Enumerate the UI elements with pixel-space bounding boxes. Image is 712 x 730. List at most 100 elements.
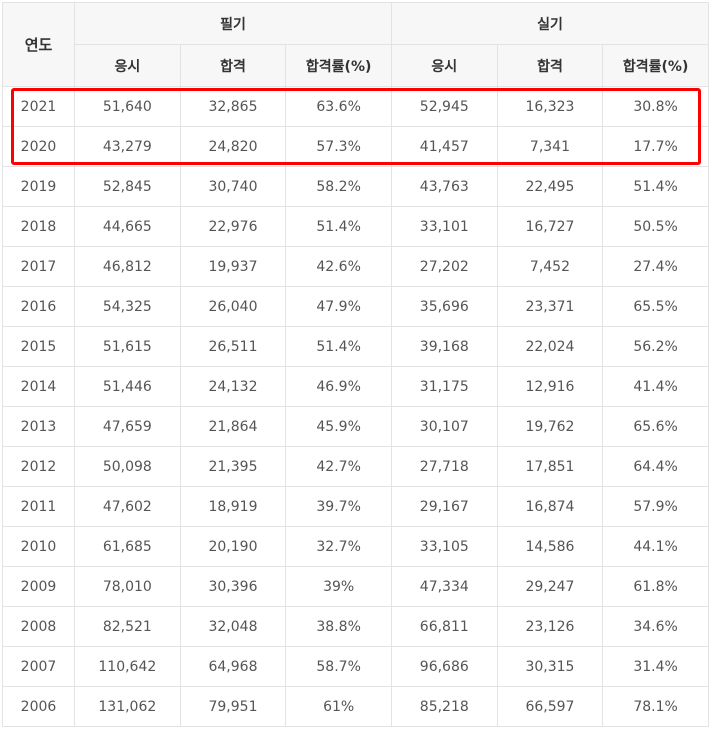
practical-passed-header: 합격 bbox=[496, 44, 604, 87]
practical-pass-rate-cell: 57.9% bbox=[602, 486, 709, 527]
written-passed-cell: 20,190 bbox=[179, 526, 287, 567]
written-pass-rate-cell: 46.9% bbox=[285, 366, 392, 407]
practical-applicants-cell: 39,168 bbox=[390, 326, 498, 367]
written-passed-cell: 30,396 bbox=[179, 566, 287, 607]
written-passed-cell: 26,511 bbox=[179, 326, 287, 367]
practical-applicants-cell: 35,696 bbox=[390, 286, 498, 327]
table-row: 2006 131,062 79,951 61% 85,218 66,597 78.1% bbox=[2, 686, 709, 727]
written-applicants-cell: 51,640 bbox=[74, 86, 181, 127]
written-pass-rate-cell: 58.7% bbox=[285, 646, 392, 687]
practical-applicants-cell: 30,107 bbox=[390, 406, 498, 447]
written-applicants-cell: 51,446 bbox=[74, 366, 181, 407]
practical-pass-rate-cell: 41.4% bbox=[602, 366, 709, 407]
practical-applicants-cell: 96,686 bbox=[390, 646, 498, 687]
table-row: 2014 51,446 24,132 46.9% 31,175 12,916 41.4% bbox=[2, 366, 709, 407]
written-passed-cell: 26,040 bbox=[179, 286, 287, 327]
year-cell: 2008 bbox=[2, 606, 75, 647]
year-cell: 2006 bbox=[2, 686, 75, 727]
year-cell: 2020 bbox=[2, 126, 75, 167]
practical-passed-cell: 16,874 bbox=[496, 486, 604, 527]
written-pass-rate-cell: 61% bbox=[285, 686, 392, 727]
table-row: 2017 46,812 19,937 42.6% 27,202 7,452 27.4% bbox=[2, 246, 709, 287]
practical-pass-rate-cell: 31.4% bbox=[602, 646, 709, 687]
year-cell: 2016 bbox=[2, 286, 75, 327]
year-cell: 2015 bbox=[2, 326, 75, 367]
practical-applicants-cell: 52,945 bbox=[390, 86, 498, 127]
written-passed-cell: 30,740 bbox=[179, 166, 287, 207]
practical-applicants-header: 응시 bbox=[390, 44, 498, 87]
practical-pass-rate-cell: 50.5% bbox=[602, 206, 709, 247]
practical-pass-rate-cell: 65.6% bbox=[602, 406, 709, 447]
written-pass-rate-cell: 51.4% bbox=[285, 206, 392, 247]
practical-pass-rate-cell: 51.4% bbox=[602, 166, 709, 207]
year-header: 연도 bbox=[2, 2, 75, 87]
table-row: 2016 54,325 26,040 47.9% 35,696 23,371 65.5% bbox=[2, 286, 709, 327]
year-cell: 2012 bbox=[2, 446, 75, 487]
written-applicants-cell: 47,659 bbox=[74, 406, 181, 447]
practical-passed-cell: 30,315 bbox=[496, 646, 604, 687]
written-passed-cell: 32,048 bbox=[179, 606, 287, 647]
practical-applicants-cell: 43,763 bbox=[390, 166, 498, 207]
table-row: 2013 47,659 21,864 45.9% 30,107 19,762 65.6% bbox=[2, 406, 709, 447]
practical-pass-rate-header: 합격률(%) bbox=[602, 44, 709, 87]
written-pass-rate-header: 합격률(%) bbox=[285, 44, 392, 87]
written-applicants-cell: 46,812 bbox=[74, 246, 181, 287]
year-cell: 2021 bbox=[2, 86, 75, 127]
written-pass-rate-cell: 58.2% bbox=[285, 166, 392, 207]
written-passed-header: 합격 bbox=[179, 44, 287, 87]
practical-applicants-cell: 33,105 bbox=[390, 526, 498, 567]
table-row: 2008 82,521 32,048 38.8% 66,811 23,126 34.6% bbox=[2, 606, 709, 647]
practical-pass-rate-cell: 17.7% bbox=[602, 126, 709, 167]
written-applicants-header: 응시 bbox=[74, 44, 181, 87]
written-passed-cell: 21,864 bbox=[179, 406, 287, 447]
written-pass-rate-cell: 51.4% bbox=[285, 326, 392, 367]
written-applicants-cell: 78,010 bbox=[74, 566, 181, 607]
written-pass-rate-cell: 45.9% bbox=[285, 406, 392, 447]
practical-passed-cell: 22,024 bbox=[496, 326, 604, 367]
year-cell: 2014 bbox=[2, 366, 75, 407]
practical-exam-header: 실기 bbox=[390, 2, 709, 45]
written-pass-rate-cell: 57.3% bbox=[285, 126, 392, 167]
written-pass-rate-cell: 47.9% bbox=[285, 286, 392, 327]
practical-applicants-cell: 47,334 bbox=[390, 566, 498, 607]
written-passed-cell: 22,976 bbox=[179, 206, 287, 247]
header-row-columns: 응시 합격 합격률(%) 응시 합격 합격률(%) bbox=[3, 44, 709, 87]
practical-passed-cell: 16,323 bbox=[496, 86, 604, 127]
practical-pass-rate-cell: 30.8% bbox=[602, 86, 709, 127]
year-cell: 2017 bbox=[2, 246, 75, 287]
practical-applicants-cell: 27,202 bbox=[390, 246, 498, 287]
written-pass-rate-cell: 39% bbox=[285, 566, 392, 607]
practical-applicants-cell: 33,101 bbox=[390, 206, 498, 247]
practical-pass-rate-cell: 65.5% bbox=[602, 286, 709, 327]
practical-passed-cell: 7,341 bbox=[496, 126, 604, 167]
practical-passed-cell: 16,727 bbox=[496, 206, 604, 247]
practical-pass-rate-cell: 44.1% bbox=[602, 526, 709, 567]
table-row: 2019 52,845 30,740 58.2% 43,763 22,495 51.4% bbox=[2, 166, 709, 207]
written-applicants-cell: 50,098 bbox=[74, 446, 181, 487]
written-applicants-cell: 54,325 bbox=[74, 286, 181, 327]
practical-passed-cell: 23,371 bbox=[496, 286, 604, 327]
written-applicants-cell: 61,685 bbox=[74, 526, 181, 567]
practical-passed-cell: 12,916 bbox=[496, 366, 604, 407]
written-pass-rate-cell: 32.7% bbox=[285, 526, 392, 567]
practical-applicants-cell: 27,718 bbox=[390, 446, 498, 487]
written-applicants-cell: 131,062 bbox=[74, 686, 181, 727]
year-cell: 2019 bbox=[2, 166, 75, 207]
table-row: 2011 47,602 18,919 39.7% 29,167 16,874 57.9% bbox=[2, 486, 709, 527]
practical-pass-rate-cell: 78.1% bbox=[602, 686, 709, 727]
written-pass-rate-cell: 42.6% bbox=[285, 246, 392, 287]
table-row: 2018 44,665 22,976 51.4% 33,101 16,727 50.5% bbox=[2, 206, 709, 247]
practical-passed-cell: 29,247 bbox=[496, 566, 604, 607]
written-passed-cell: 24,820 bbox=[179, 126, 287, 167]
written-passed-cell: 18,919 bbox=[179, 486, 287, 527]
written-applicants-cell: 110,642 bbox=[74, 646, 181, 687]
practical-pass-rate-cell: 64.4% bbox=[602, 446, 709, 487]
practical-passed-cell: 66,597 bbox=[496, 686, 604, 727]
year-cell: 2007 bbox=[2, 646, 75, 687]
written-applicants-cell: 52,845 bbox=[74, 166, 181, 207]
table-body: 2021 51,640 32,865 63.6% 52,945 16,323 30.8% 20… bbox=[2, 86, 709, 727]
practical-applicants-cell: 85,218 bbox=[390, 686, 498, 727]
practical-passed-cell: 19,762 bbox=[496, 406, 604, 447]
practical-passed-cell: 14,586 bbox=[496, 526, 604, 567]
